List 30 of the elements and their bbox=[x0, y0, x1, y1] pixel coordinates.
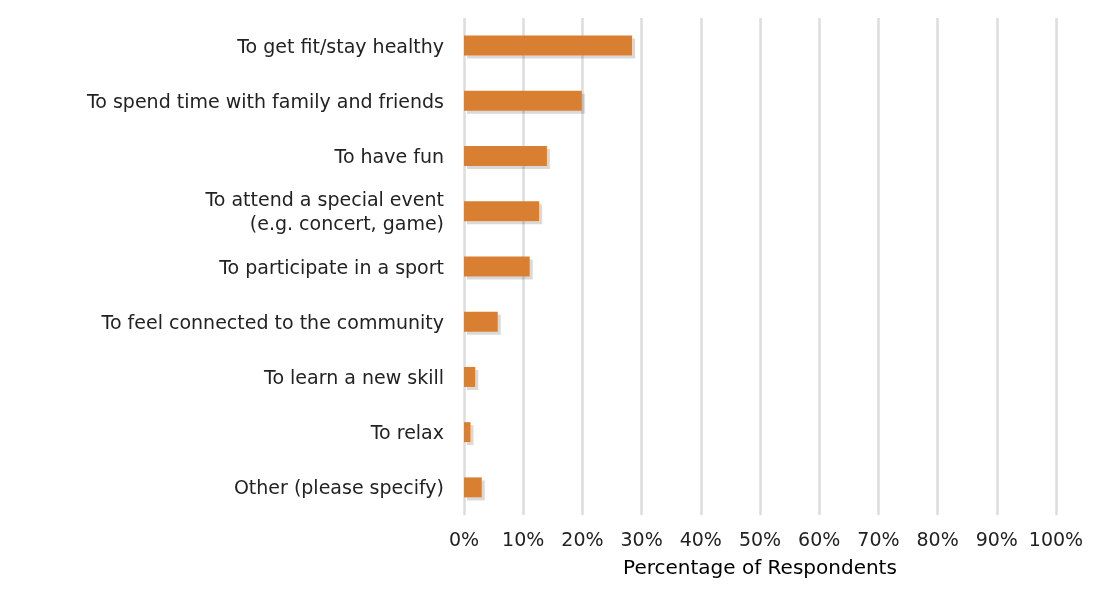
x-tick-label: 90% bbox=[975, 527, 1018, 550]
x-tick-label: 60% bbox=[798, 527, 841, 550]
x-tick-label: 40% bbox=[679, 527, 722, 550]
y-tick-label: Other (please specify) bbox=[233, 476, 444, 499]
x-tick-label: 0% bbox=[448, 527, 480, 550]
y-tick-label: To spend time with family and friends bbox=[85, 89, 444, 112]
x-tick-label: 10% bbox=[502, 527, 545, 550]
y-tick-label: To feel connected to the community bbox=[100, 310, 444, 333]
y-tick-label: To relax bbox=[369, 421, 444, 444]
y-tick-label: To participate in a sport bbox=[218, 255, 444, 278]
y-tick-label: To get fit/stay healthy bbox=[236, 34, 444, 57]
y-tick-label: To learn a new skill bbox=[263, 365, 444, 388]
x-tick-label: 50% bbox=[738, 527, 782, 550]
bar bbox=[464, 477, 482, 498]
y-tick-label: To have fun bbox=[333, 145, 444, 168]
x-tick-label: 20% bbox=[561, 527, 604, 550]
x-tick-label: 30% bbox=[620, 527, 663, 550]
bar bbox=[464, 422, 471, 443]
bar bbox=[464, 311, 498, 332]
bar bbox=[464, 146, 547, 167]
bar bbox=[464, 256, 530, 277]
bar bbox=[464, 201, 540, 222]
x-tick-label: 80% bbox=[916, 527, 959, 550]
bar bbox=[464, 35, 633, 56]
bar bbox=[464, 366, 476, 387]
x-axis-title: Percentage of Respondents bbox=[623, 555, 897, 579]
x-tick-label: 70% bbox=[857, 527, 900, 550]
y-tick-label: To attend a special event (e.g. concert, game) bbox=[204, 188, 444, 235]
bar bbox=[464, 90, 582, 111]
x-tick-label: 100% bbox=[1028, 527, 1084, 550]
